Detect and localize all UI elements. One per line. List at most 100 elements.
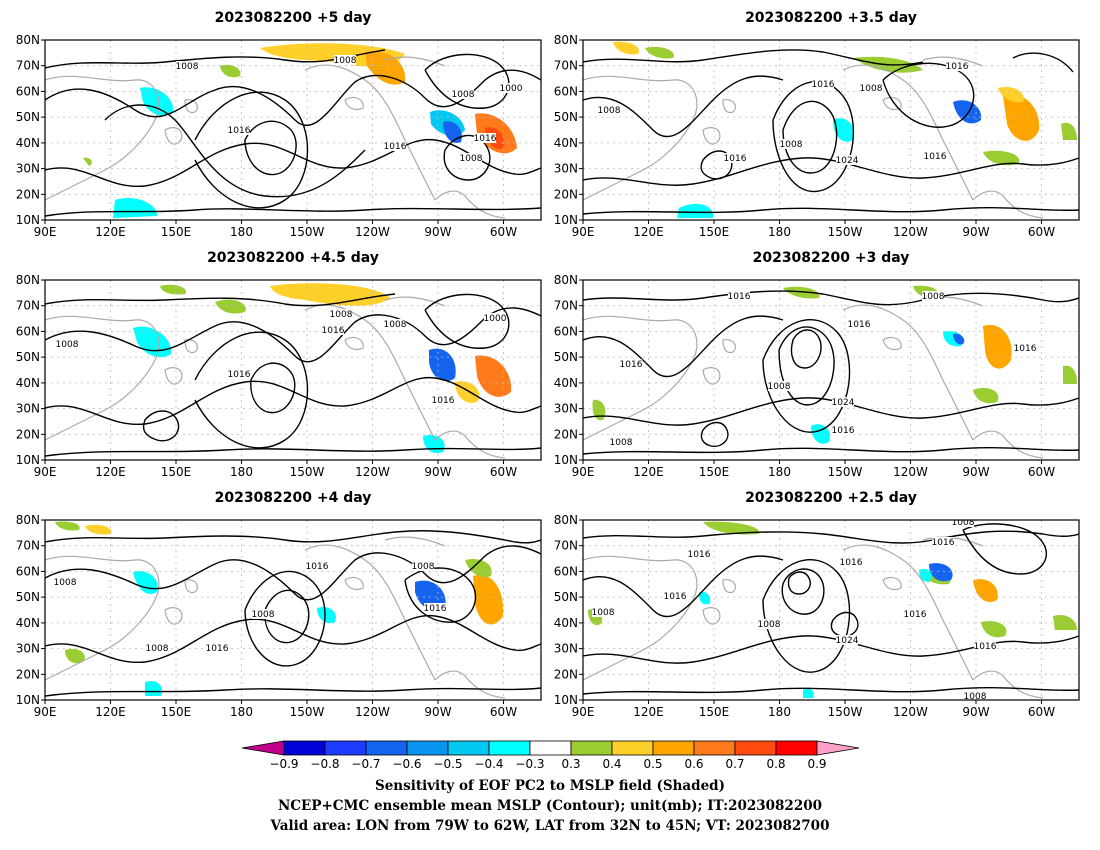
lat-tick-label: 80N: [554, 273, 578, 287]
lat-tick-label: 60N: [554, 324, 578, 338]
coastline: [45, 75, 160, 201]
contour-label: 1016: [306, 562, 329, 572]
caption-line-1: Sensitivity of EOF PC2 to MSLP field (Sh…: [375, 778, 725, 794]
sensitivity-shade: [1061, 122, 1077, 140]
contour-label: 1000: [484, 314, 507, 324]
coastline: [842, 64, 974, 201]
coastline: [164, 127, 183, 145]
contour-label: 1008: [452, 90, 475, 100]
contour-label-bg: [452, 89, 474, 99]
contour-label-bg: [460, 153, 482, 163]
lon-tick-label: 90E: [572, 705, 595, 719]
map-area: 1008 1016 1016 1008 1008 1024 1016 1016: [583, 40, 1079, 220]
colorbar-tick: 0.7: [725, 757, 744, 771]
lat-tick-label: 60N: [16, 564, 40, 578]
sensitivity-shade: [983, 324, 1012, 369]
lat-tick-label: 10N: [554, 213, 578, 227]
mslp-contour: [583, 75, 784, 138]
contour-label: 1016: [946, 62, 969, 72]
contour-label: 1016: [474, 134, 497, 144]
contour-label: 1016: [228, 370, 251, 380]
map-panel: 2023082200 +5 day 1008 1008 1008 1000 1016 101…: [16, 10, 542, 239]
lat-tick-label: 10N: [16, 213, 40, 227]
mslp-contour: [194, 91, 309, 209]
lat-tick-label: 20N: [554, 187, 578, 201]
lon-tick-label: 150E: [699, 705, 730, 719]
mslp-contour: [700, 421, 729, 447]
contour-label-bg: [780, 139, 802, 149]
contour-label-bg: [728, 291, 750, 301]
mslp-contour: [45, 307, 541, 363]
map-panel: 2023082200 +4 day10081016100810081016100…: [16, 490, 542, 719]
lat-tick-label: 10N: [16, 693, 40, 707]
coastline: [184, 339, 198, 354]
mslp-contour: [45, 530, 541, 544]
contour-label: 1016: [620, 360, 643, 370]
lat-tick-label: 30N: [16, 162, 40, 176]
contour-label: 1008: [56, 340, 79, 350]
contour-label-bg: [932, 537, 954, 547]
sensitivity-shade: [465, 558, 492, 578]
map-panel: 2023082200 +4.5 day100810081008100010161…: [16, 250, 542, 479]
panel-frame: [582, 279, 1080, 461]
coastline: [722, 579, 736, 594]
lat-tick-label: 50N: [554, 110, 578, 124]
sensitivity-shade: [973, 387, 999, 404]
contour-label: 1016: [384, 142, 407, 152]
mslp-contour: [762, 559, 851, 673]
lat-tick-label: 10N: [554, 453, 578, 467]
coastline: [702, 607, 721, 625]
map-content: 1008 1008 1008 1000 1016 1016 1016 1008: [45, 40, 541, 220]
sensitivity-shade: [220, 64, 241, 78]
coastline: [722, 339, 736, 354]
coastline: [702, 367, 721, 385]
panel-title: 2023082200 +2.5 day: [745, 490, 917, 506]
contour-label-bg: [592, 607, 614, 617]
lat-tick-label: 30N: [16, 642, 40, 656]
map-content: 1016 1008 1016 1016 1008 1024 1016 1016 1008: [583, 280, 1079, 460]
coastline: [434, 670, 506, 699]
caption-line-2: NCEP+CMC ensemble mean MSLP (Contour); u…: [278, 798, 822, 814]
sensitivity-shade: [953, 333, 965, 345]
sensitivity-shade: [677, 203, 714, 218]
contour-label-bg: [252, 609, 274, 619]
mslp-contour: [782, 100, 838, 174]
map-panel: 2023082200 +3 day 1016 1008 1016 1016 1008 102…: [554, 250, 1080, 479]
lon-tick-label: 60W: [1028, 465, 1055, 479]
sensitivity-shade: [803, 687, 814, 698]
lat-tick-label: 70N: [16, 59, 40, 73]
contour-label: 1024: [836, 636, 859, 646]
sensitivity-shade: [83, 157, 92, 166]
colorbar-tick: 0.6: [684, 757, 703, 771]
lon-tick-label: 150E: [161, 225, 192, 239]
map-content: 1008 1016 1016 1016 1008 1024 1016 1016 1008 1016…: [583, 520, 1079, 702]
sensitivity-shade: [55, 521, 80, 531]
contour-label-bg: [384, 141, 406, 151]
lat-tick-label: 20N: [16, 427, 40, 441]
mslp-contour: [1012, 52, 1074, 73]
colorbar-tick: −0.6: [392, 757, 421, 771]
mslp-contour: [142, 410, 180, 442]
panel-title: 2023082200 +5 day: [215, 10, 372, 26]
colorbar-tick: 0.3: [561, 757, 580, 771]
contour-label: 1016: [974, 642, 997, 652]
lat-tick-label: 20N: [16, 187, 40, 201]
contour-label: 1008: [54, 578, 77, 588]
contour-label-bg: [330, 309, 352, 319]
colorbar-box: [775, 740, 818, 756]
map-area: 1016 1008 1016 1016 1008 1024 1016 1016 1008: [583, 280, 1079, 460]
mslp-contour: [45, 49, 386, 69]
lat-tick-label: 60N: [16, 324, 40, 338]
lat-tick-label: 80N: [16, 33, 40, 47]
coastline: [304, 544, 436, 681]
contour-label-bg: [952, 520, 974, 527]
colorbar-tick: 0.8: [766, 757, 785, 771]
mslp-contour: [830, 611, 859, 637]
sensitivity-shade: [811, 424, 830, 444]
mslp-contour: [194, 331, 309, 449]
contour-label-bg: [964, 691, 986, 700]
contour-label: 1008: [964, 692, 987, 702]
map-content: 1008 1008 1008 1000 1016 1016 1016: [45, 280, 541, 460]
contour-label: 1008: [412, 562, 435, 572]
lat-tick-label: 80N: [16, 273, 40, 287]
